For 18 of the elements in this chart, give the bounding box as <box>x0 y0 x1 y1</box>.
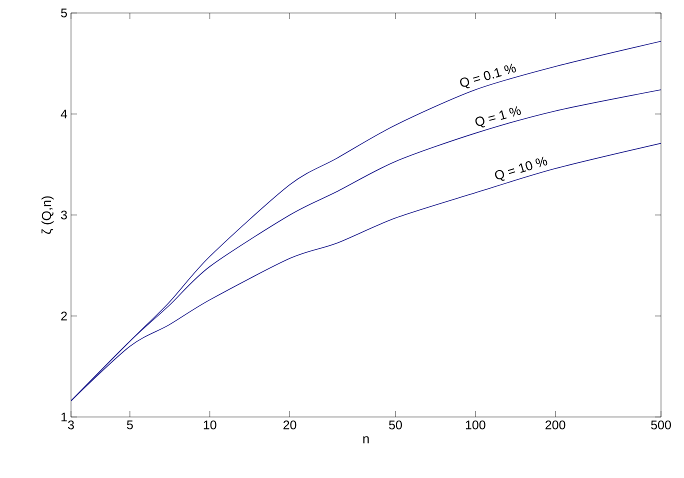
x-tick-label: 200 <box>546 420 566 430</box>
y-tick-label: 5 <box>61 8 67 18</box>
x-tick-label: 100 <box>466 420 486 430</box>
x-axis-title: n <box>363 436 369 444</box>
y-tick-label: 3 <box>60 210 67 220</box>
x-tick-label: 3 <box>68 420 74 430</box>
y-axis-title: ζ (Q,n) <box>42 196 54 234</box>
y-tick-label: 2 <box>61 312 67 320</box>
x-tick-label: 500 <box>651 420 671 430</box>
x-tick-label: 50 <box>389 420 402 430</box>
y-tick-label: 1 <box>61 412 67 422</box>
x-tick-label: 10 <box>204 420 216 430</box>
x-tick-label: 20 <box>283 420 296 430</box>
y-tick-label: 4 <box>60 110 68 118</box>
text: Q = 1 % <box>475 106 521 128</box>
text: Q = 10 % <box>495 156 548 181</box>
text: Q = 0.1 % <box>460 64 516 88</box>
x-tick-label: 5 <box>126 420 133 430</box>
